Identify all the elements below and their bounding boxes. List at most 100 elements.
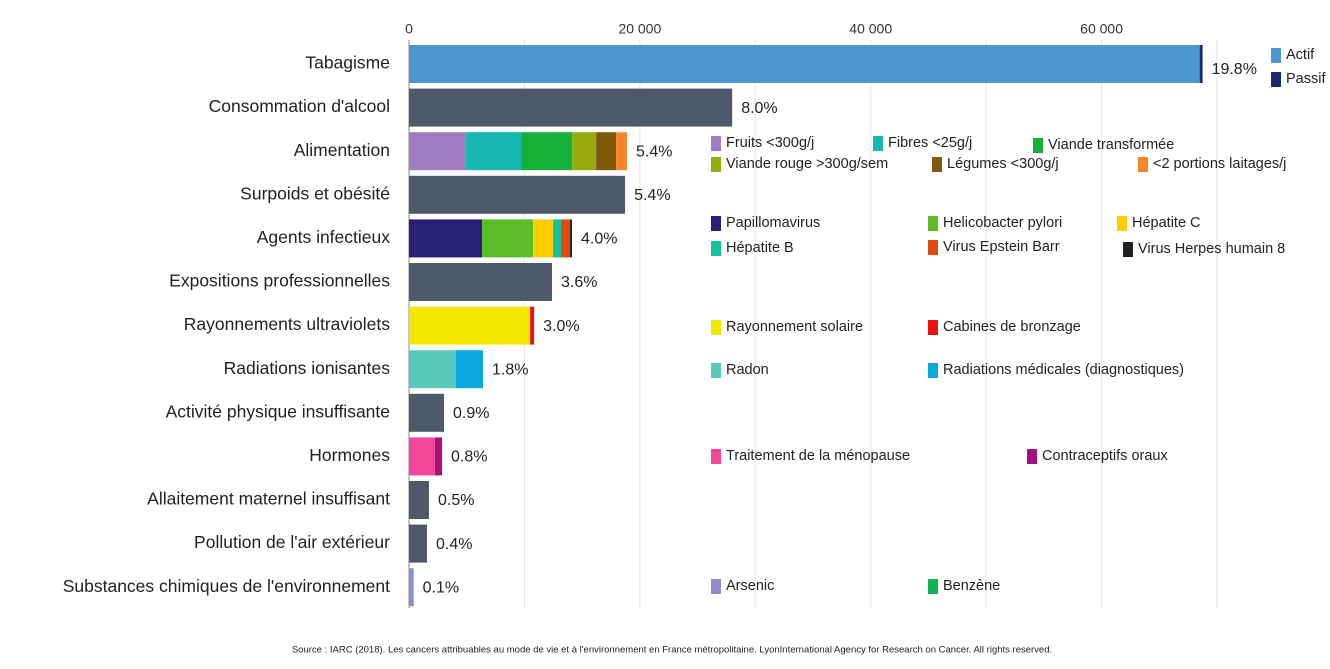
legend-label: Rayonnement solaire <box>726 319 863 335</box>
category-label: Radiations ionisantes <box>224 358 391 378</box>
percent-label: 0.8% <box>451 449 487 466</box>
x-tick-label: 40 000 <box>849 21 892 37</box>
bar <box>409 524 428 563</box>
legend-label: Fruits <300g/j <box>726 135 814 151</box>
bar-segment <box>482 219 534 258</box>
bar-segment <box>530 306 535 345</box>
bar <box>409 481 429 519</box>
category-label: Pollution de l'air extérieur <box>194 532 390 552</box>
legend-label: Hépatite B <box>726 240 794 256</box>
legend-swatch <box>928 216 938 231</box>
percent-label: 0.9% <box>453 405 489 422</box>
bar-segment <box>409 306 531 345</box>
legend-swatch <box>711 216 721 231</box>
bar <box>409 175 626 214</box>
legend-swatch <box>711 157 721 172</box>
legend-label: Radon <box>726 362 769 378</box>
legend-label: Actif <box>1286 47 1315 63</box>
bar-segment <box>570 219 572 258</box>
category-label: Consommation d'alcool <box>209 96 390 116</box>
legend-swatch <box>1123 242 1133 257</box>
category-label: Hormones <box>309 445 390 465</box>
legend-swatch <box>873 136 883 151</box>
legend-swatch <box>932 157 942 172</box>
legend-swatch <box>928 320 938 335</box>
percent-label: 0.1% <box>423 579 459 596</box>
category-label: Surpoids et obésité <box>240 183 390 203</box>
legend-label: Légumes <300g/j <box>947 156 1059 172</box>
legend-swatch <box>1027 449 1037 464</box>
legend-label: Papillomavirus <box>726 215 820 231</box>
legend-swatch <box>928 240 938 255</box>
legend-swatch <box>711 449 721 464</box>
legend-swatch <box>1271 48 1281 63</box>
legend-swatch <box>1117 216 1127 231</box>
bar-segment <box>596 132 617 171</box>
legend-label: Arsenic <box>726 578 774 594</box>
bar <box>409 88 733 127</box>
category-label: Activité physique insuffisante <box>166 401 390 421</box>
bar-segment <box>616 132 628 171</box>
legend-label: Cabines de bronzage <box>943 319 1081 335</box>
percent-label: 1.8% <box>492 361 528 378</box>
legend-label: Virus Epstein Barr <box>943 239 1060 255</box>
legend-swatch <box>711 320 721 335</box>
category-label: Rayonnements ultraviolets <box>184 314 390 334</box>
legend-label: Viande transformée <box>1048 137 1174 153</box>
bar-segment <box>409 45 1200 83</box>
bar-segment <box>572 132 597 171</box>
legend-swatch <box>928 363 938 378</box>
category-label: Expositions professionnelles <box>169 271 390 291</box>
bar <box>409 263 553 301</box>
legend-label: Contraceptifs oraux <box>1042 448 1168 464</box>
legend-label: Passif <box>1286 71 1326 87</box>
legend-label: Traitement de la ménopause <box>726 448 910 464</box>
bar-segment <box>434 437 443 476</box>
percent-label: 5.4% <box>634 187 670 204</box>
legend-label: <2 portions laitages/j <box>1153 156 1286 172</box>
x-tick-label: 60 000 <box>1080 21 1123 37</box>
category-label: Tabagisme <box>305 53 390 73</box>
bar-segment <box>466 132 522 171</box>
legend-label: Benzène <box>943 578 1000 594</box>
x-tick-label: 20 000 <box>618 21 661 37</box>
category-label: Agents infectieux <box>257 227 391 247</box>
legend-swatch <box>711 241 721 256</box>
percent-label: 0.5% <box>438 492 474 509</box>
bar-segment <box>533 219 554 258</box>
legend-swatch <box>1138 157 1148 172</box>
category-label: Alimentation <box>294 140 390 160</box>
percent-label: 19.8% <box>1212 61 1257 78</box>
percent-label: 3.6% <box>561 274 597 291</box>
bar <box>409 393 444 432</box>
bar-segment <box>409 219 483 258</box>
percent-label: 4.0% <box>581 231 617 248</box>
legend-label: Helicobacter pylori <box>943 215 1062 231</box>
bar-segment <box>455 350 483 389</box>
bar-segment <box>409 132 467 171</box>
bar-segment <box>409 350 456 389</box>
bar-segment <box>561 219 571 258</box>
legend-swatch <box>711 579 721 594</box>
source-note: Source : IARC (2018). Les cancers attrib… <box>292 645 1052 656</box>
legend-swatch <box>711 363 721 378</box>
bar-segment <box>409 437 435 476</box>
x-tick-label: 0 <box>405 21 413 37</box>
legend-label: Virus Herpes humain 8 <box>1138 241 1285 257</box>
legend-swatch <box>1271 72 1281 87</box>
percent-label: 0.4% <box>436 536 472 553</box>
percent-label: 8.0% <box>741 100 777 117</box>
legend-label: Radiations médicales (diagnostiques) <box>943 362 1184 378</box>
category-label: Allaitement maternel insuffisant <box>147 489 390 509</box>
legend-swatch <box>711 136 721 151</box>
bar-segment <box>409 568 414 607</box>
legend-label: Viande rouge >300g/sem <box>726 156 888 172</box>
bar-segment <box>413 568 414 607</box>
percent-label: 3.0% <box>543 318 579 335</box>
bar-segment <box>1199 45 1203 83</box>
legend-label: Hépatite C <box>1132 215 1201 231</box>
legend-swatch <box>928 579 938 594</box>
legend-label: Fibres <25g/j <box>888 135 972 151</box>
bar-segment <box>553 219 562 258</box>
legend-swatch <box>1033 138 1043 153</box>
